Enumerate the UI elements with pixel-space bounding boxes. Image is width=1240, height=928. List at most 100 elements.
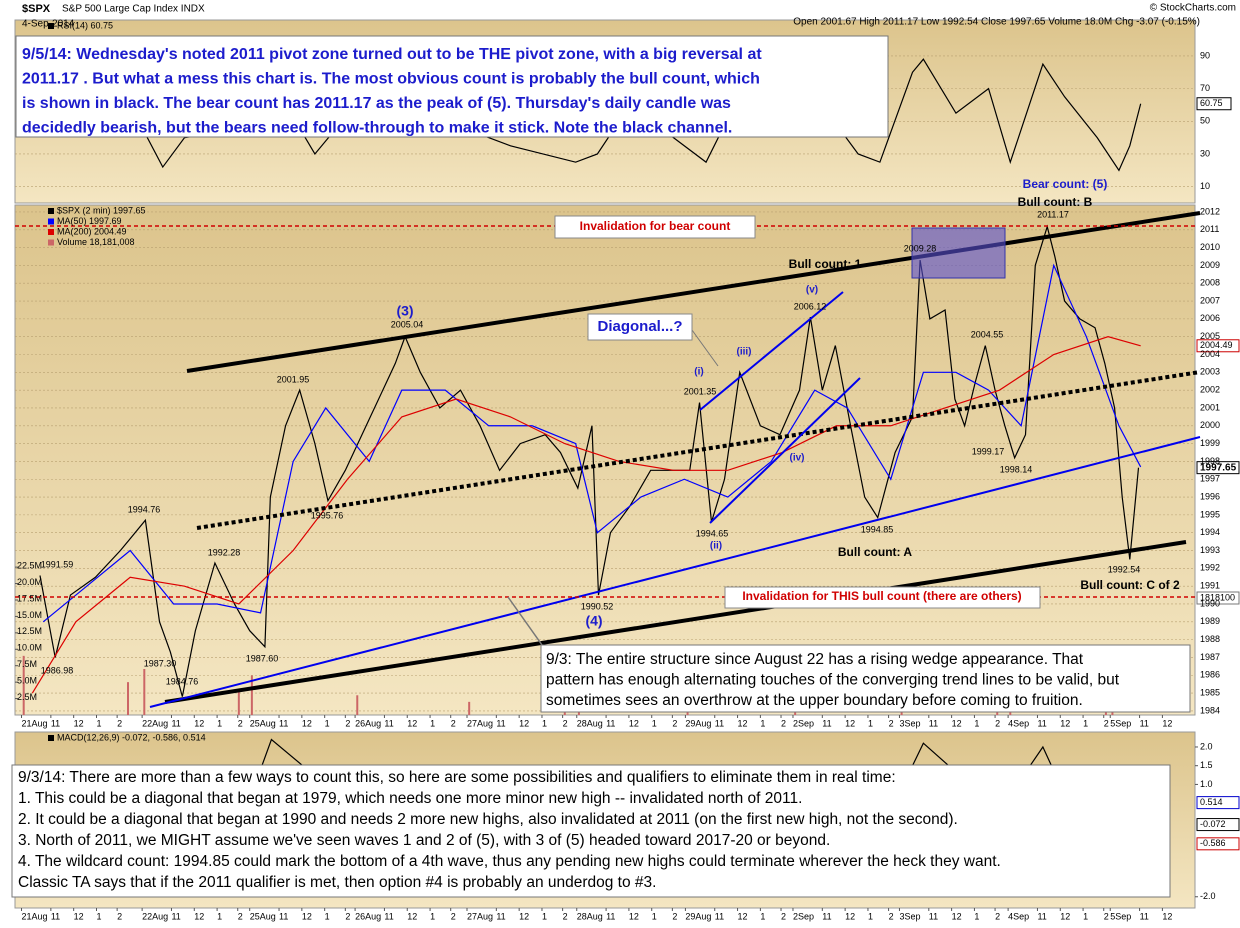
y-tick-label: 2006 — [1200, 313, 1220, 323]
x-tick-label: 2 — [1104, 911, 1109, 921]
volume-bar — [468, 701, 471, 715]
channel-mid — [196, 370, 1201, 530]
x-tick-label: 12 — [1060, 718, 1070, 728]
y-tick-label: 1990 — [1200, 598, 1220, 608]
count-label: (4) — [585, 613, 602, 629]
x-tick-label: 2 — [995, 911, 1000, 921]
x-tick-label: 2 — [345, 718, 350, 728]
note-line: 4. The wildcard count: 1994.85 could mar… — [18, 853, 1001, 870]
y2-tick-label: 20.0M — [17, 577, 42, 587]
x-tick-label: 28Aug — [577, 718, 603, 728]
count-label: Bull count: C of 2 — [1080, 578, 1180, 592]
x-tick-label: 29Aug — [685, 911, 711, 921]
note-line: 9/5/14: Wednesday's noted 2011 pivot zon… — [22, 46, 762, 63]
price-label: 2001.35 — [684, 386, 717, 396]
y2-tick-label: 15.0M — [17, 610, 42, 620]
y-tick-label: 1993 — [1200, 545, 1220, 555]
x-tick-label: 1 — [96, 911, 101, 921]
y-tick-label: 1998 — [1200, 456, 1220, 466]
price-label: 1999.17 — [972, 446, 1005, 456]
price-label: 2001.95 — [277, 374, 310, 384]
channel-top — [186, 211, 1201, 373]
y-tick-label: 2010 — [1200, 242, 1220, 252]
legend-entry: MA(50) 1997.69 — [57, 216, 122, 226]
x-tick-label: 27Aug — [467, 911, 493, 921]
x-tick-label: 11 — [171, 911, 180, 921]
y-tick-label: 1.0 — [1200, 779, 1213, 789]
price-label: 1990.52 — [581, 601, 614, 611]
legend-entry: MA(200) 2004.49 — [57, 226, 127, 236]
x-tick-label: 12 — [302, 911, 312, 921]
note-box — [11, 764, 1171, 898]
x-tick-label: 2Sep — [793, 718, 814, 728]
note-line: 1. This could be a diagonal that began a… — [18, 790, 802, 807]
x-tick-label: 1 — [974, 718, 979, 728]
price-label: 2004.55 — [971, 329, 1004, 339]
x-tick-label: 1 — [974, 911, 979, 921]
x-tick-label: 28Aug — [577, 911, 603, 921]
label-box — [724, 586, 1041, 609]
x-tick-label: 11 — [715, 911, 724, 921]
count-label: Bear count: (5) — [1023, 177, 1108, 191]
symbol: $SPX — [22, 3, 51, 15]
price-label: 2005.04 — [391, 319, 424, 329]
x-tick-label: 2 — [563, 718, 568, 728]
y-tick-label: 10 — [1200, 181, 1210, 191]
x-tick-label: 2 — [672, 911, 677, 921]
count-label: (3) — [396, 303, 413, 319]
x-tick-label: 2 — [781, 911, 786, 921]
y2-tick-label: 17.5M — [17, 593, 42, 603]
last-value-box — [1196, 837, 1240, 851]
note-line: 9/3: The entire structure since August 2… — [546, 651, 1084, 668]
y-tick-label: -2.0 — [1200, 891, 1216, 901]
diagonal-upper — [699, 291, 844, 411]
price-label: 1992.28 — [208, 547, 241, 557]
y-tick-label: 90 — [1200, 50, 1210, 60]
y-tick-label: 1986 — [1200, 670, 1220, 680]
x-tick-label: 12 — [629, 718, 639, 728]
y-tick-label: 1987 — [1200, 652, 1220, 662]
x-tick-label: 11 — [1140, 718, 1149, 728]
y-tick-label: 2004 — [1200, 349, 1220, 359]
count-label: (iii) — [737, 347, 752, 358]
x-tick-label: 1 — [1083, 911, 1088, 921]
x-tick-label: 11 — [51, 718, 60, 728]
last-value: 1818100 — [1200, 592, 1235, 602]
legend-swatch — [48, 239, 54, 246]
y-tick-label: 2003 — [1200, 367, 1220, 377]
x-tick-label: 12 — [407, 911, 417, 921]
last-value-box — [1196, 818, 1240, 832]
texts: 90 70 50 30 10 RSI(14) 60.75 60.75 2012 2011 2010… — [17, 20, 1237, 921]
y-tick-label: 1989 — [1200, 616, 1220, 626]
x-tick-label: 11 — [279, 718, 288, 728]
y-tick-label: 1999 — [1200, 438, 1220, 448]
x-tick-label: 11 — [1037, 718, 1046, 728]
y-tick-label: 2.0 — [1200, 741, 1213, 751]
x-tick-label: 2 — [117, 718, 122, 728]
x-tick-label: 26Aug — [355, 911, 381, 921]
legend-swatch — [48, 218, 54, 225]
label-box — [554, 215, 756, 239]
y-tick-label: 2007 — [1200, 295, 1220, 305]
price-label: 1991.59 — [41, 559, 74, 569]
channel-bottom — [164, 540, 1187, 704]
quote: Open 2001.67 High 2011.17 Low 1992.54 Cl… — [793, 17, 1200, 28]
x-tick-label: 11 — [606, 911, 615, 921]
y-tick-label: 50 — [1200, 116, 1210, 126]
volume-bar — [127, 682, 130, 715]
price-label: 1994.65 — [696, 528, 729, 538]
y-tick-label: 1992 — [1200, 563, 1220, 573]
x-tick-label: 1 — [652, 911, 657, 921]
x-tick-label: 1 — [868, 911, 873, 921]
y2-tick-label: 10.0M — [17, 643, 42, 653]
x-tick-label: 12 — [738, 911, 748, 921]
x-tick-label: 4Sep — [1008, 911, 1029, 921]
y-tick-label: 1985 — [1200, 687, 1220, 697]
x-tick-label: 1 — [760, 718, 765, 728]
note-box — [15, 35, 889, 138]
last-value-box — [1196, 591, 1240, 605]
legend-entry: RSI(14) 60.75 — [57, 20, 113, 30]
count-label: (i) — [694, 367, 703, 378]
y2-tick-label: 22.5M — [17, 561, 42, 571]
